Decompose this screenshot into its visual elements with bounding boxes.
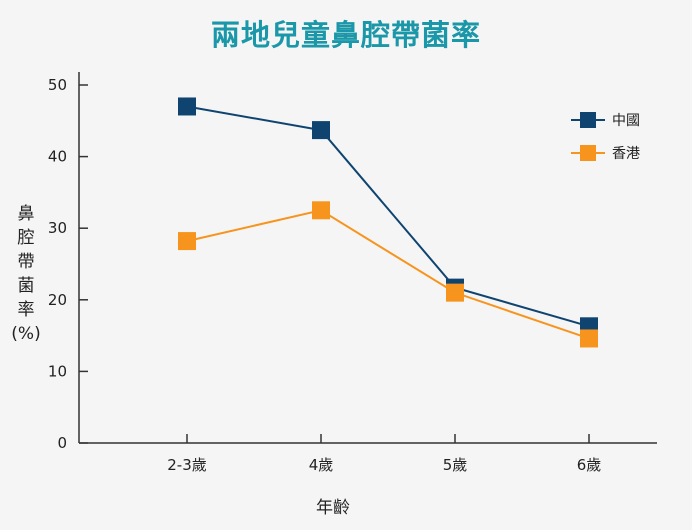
legend-label: 中國: [612, 113, 640, 129]
series-line: [186, 105, 590, 328]
legend-marker: [580, 112, 596, 128]
y-tick-label: 20: [48, 291, 67, 309]
data-point: [580, 329, 598, 348]
series-line: [186, 209, 590, 340]
x-tick-label: 2-3歲: [167, 456, 207, 474]
data-point: [446, 283, 464, 302]
legend-marker: [580, 145, 596, 161]
x-tick-label: 4歲: [309, 456, 334, 474]
data-point: [178, 232, 196, 251]
y-tick-label: 30: [48, 219, 67, 237]
series-2: [178, 201, 598, 348]
x-tick-label: 6歲: [577, 456, 602, 474]
y-tick-label: 50: [48, 76, 67, 94]
data-point: [178, 97, 196, 116]
y-tick-label: 0: [57, 434, 67, 452]
legend-label: 香港: [612, 146, 640, 162]
y-tick-label: 10: [48, 362, 67, 380]
series-1: [178, 97, 598, 336]
data-point: [312, 201, 330, 220]
legend-item: 中國: [571, 112, 640, 129]
chart-title: 兩地兒童鼻腔帶菌率: [210, 18, 481, 52]
x-tick-label: 5歲: [443, 456, 468, 474]
legend-item: 香港: [571, 145, 640, 162]
data-point: [312, 121, 330, 140]
y-tick-label: 40: [48, 148, 67, 166]
y-axis-title: 鼻腔帶菌率(%): [11, 204, 40, 344]
x-axis-title: 年齡: [316, 498, 350, 518]
